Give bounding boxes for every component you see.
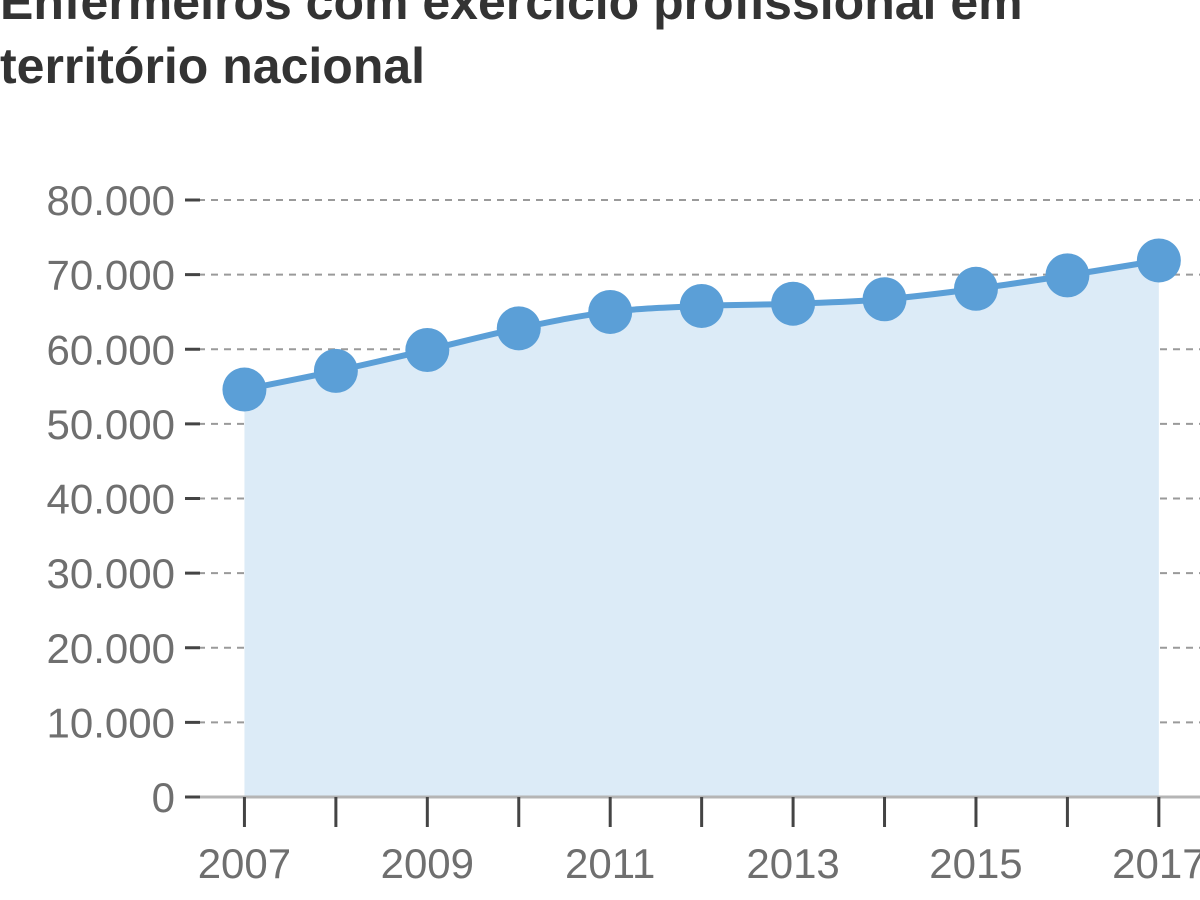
- y-axis: 0 10.000 20.000 30.000 40.000 50.000 60.000 70.…: [47, 177, 200, 821]
- y-tick-label: 70.000: [47, 252, 175, 299]
- y-tick-label: 0: [152, 774, 175, 821]
- area-fill-group: [244, 260, 1159, 797]
- y-tick-label: 50.000: [47, 401, 175, 448]
- data-point-2016[interactable]: [1045, 253, 1090, 298]
- x-axis: 2007 2009 2011 2013 2015 2017: [185, 795, 1200, 887]
- data-point-2011[interactable]: [588, 289, 633, 334]
- x-tick-label: 2011: [565, 840, 655, 887]
- x-tick-label: 2013: [746, 840, 839, 887]
- chart-title-line-1: Enfermeiros com exercício profissional e…: [0, 0, 1023, 30]
- data-point-2017[interactable]: [1136, 238, 1181, 283]
- chart-title: Enfermeiros com exercício profissional e…: [0, 0, 1200, 98]
- y-tick-label: 40.000: [47, 476, 175, 523]
- area-fill: [244, 260, 1159, 797]
- x-tick-label: 2017: [1112, 840, 1200, 887]
- data-point-2014[interactable]: [862, 277, 907, 322]
- chart-title-line-2: território nacional: [0, 38, 426, 94]
- x-tick-label: 2007: [198, 840, 291, 887]
- data-point-2007[interactable]: [222, 367, 267, 412]
- data-point-2013[interactable]: [771, 281, 816, 326]
- y-tick-label: 60.000: [47, 326, 175, 373]
- data-point-2008[interactable]: [313, 348, 358, 393]
- data-point-2009[interactable]: [405, 327, 450, 372]
- x-tick-label: 2009: [381, 840, 474, 887]
- y-tick-label: 10.000: [47, 699, 175, 746]
- data-point-2012[interactable]: [679, 283, 724, 328]
- data-point-2015[interactable]: [953, 266, 998, 311]
- data-points: [222, 238, 1181, 412]
- y-tick-label: 80.000: [47, 177, 175, 224]
- y-tick-label: 20.000: [47, 625, 175, 672]
- y-tick-label: 30.000: [47, 550, 175, 597]
- data-point-2010[interactable]: [496, 306, 541, 351]
- x-tick-label: 2015: [929, 840, 1022, 887]
